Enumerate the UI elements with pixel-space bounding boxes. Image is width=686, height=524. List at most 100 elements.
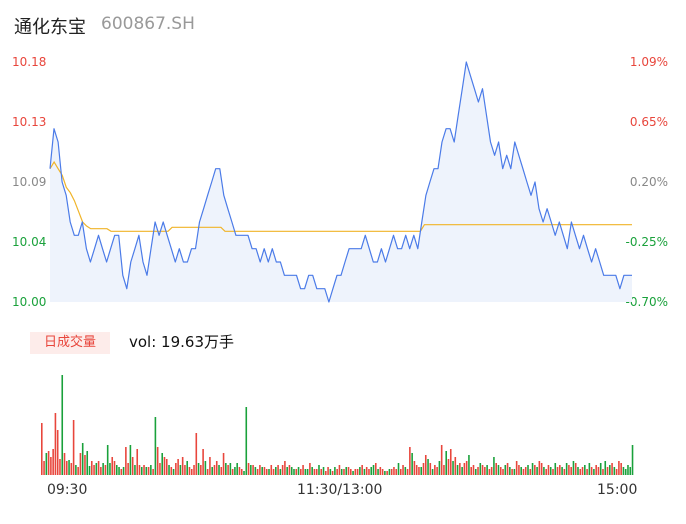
volume-bar (315, 469, 318, 475)
volume-bar (168, 465, 170, 475)
volume-bar (472, 465, 475, 475)
volume-bar (79, 453, 82, 475)
volume-bar (213, 465, 216, 475)
volume-bar (399, 469, 402, 475)
volume-bar (429, 463, 432, 475)
volume-bar (200, 465, 202, 475)
pct-tick-5: -0.70% (625, 295, 668, 309)
volume-bar (606, 467, 609, 475)
pct-tick-3: 0.20% (629, 175, 668, 189)
volume-bar (347, 467, 350, 475)
average-price-line (49, 160, 632, 232)
volume-bar (140, 467, 143, 475)
volume-bar (52, 449, 54, 475)
price-area-fill (50, 62, 632, 302)
volume-bar (97, 461, 100, 475)
volume-bar (161, 453, 164, 475)
volume-bar (270, 465, 273, 475)
volume-bar (115, 465, 118, 475)
volume-bar (172, 469, 175, 475)
volume-bar (590, 467, 593, 475)
volume-bar (386, 471, 388, 475)
volume-bar (279, 469, 282, 475)
volume-bar (284, 461, 286, 475)
volume-bar (331, 471, 334, 475)
volume-bar (424, 455, 427, 475)
volume-bar (511, 469, 513, 475)
volume-bar (286, 467, 288, 475)
volume-bar (297, 467, 300, 475)
volume-bar (518, 465, 520, 475)
volume-bar (620, 463, 622, 475)
volume-bar (615, 469, 618, 475)
volume-bar (179, 465, 182, 475)
volume-bar (490, 467, 493, 475)
volume-bar (222, 453, 225, 475)
daily-volume-tab[interactable]: 日成交量 (30, 332, 110, 354)
volume-bar (631, 445, 634, 475)
volume-bar (497, 465, 500, 475)
volume-bar (556, 467, 559, 475)
volume-bar (545, 469, 547, 475)
volume-bar (245, 407, 248, 475)
volume-bar (622, 467, 625, 475)
volume-bar (481, 465, 484, 475)
volume-bar (361, 465, 363, 475)
volume-bar (302, 465, 304, 475)
volume-bar (261, 467, 263, 475)
volume-bar (577, 467, 579, 475)
volume-bar (325, 471, 327, 475)
volume-bar (136, 449, 139, 475)
volume-bar (454, 457, 457, 475)
volume-bar (181, 457, 184, 475)
volume-bar (359, 467, 361, 475)
volume-bar (93, 465, 95, 475)
volume-bar (534, 465, 536, 475)
volume-bar (265, 469, 268, 475)
volume-bar (336, 469, 338, 475)
volume-bar (586, 469, 588, 475)
volume-bar (618, 461, 620, 475)
volume-bar (143, 465, 145, 475)
volume-bar (409, 447, 411, 475)
volume-bar (104, 465, 107, 475)
volume-bar (240, 469, 243, 475)
volume-bar (220, 467, 223, 475)
volume-bar (77, 467, 79, 475)
volume-bar (468, 455, 470, 475)
volume-bar (509, 467, 511, 475)
volume-bar (102, 463, 104, 475)
volume-bar (156, 447, 159, 475)
volume-bar (313, 469, 316, 475)
volume-bar (134, 465, 136, 475)
volume-bar (604, 461, 607, 475)
volume-bar (524, 467, 527, 475)
volume-bar (197, 463, 200, 475)
volume-bar (47, 451, 50, 475)
volume-bar (281, 465, 284, 475)
volume-bar (231, 469, 234, 475)
volume-bar (411, 453, 413, 475)
volume-bar (415, 465, 418, 475)
volume-bar (215, 461, 218, 475)
volume-bar (329, 469, 332, 475)
volume-bar (59, 459, 61, 475)
x-tick-close: 15:00 (597, 482, 638, 498)
volume-bar (527, 465, 529, 475)
volume-bar (565, 463, 568, 475)
volume-bar (499, 467, 502, 475)
volume-bar (109, 463, 111, 475)
volume-bar (381, 469, 384, 475)
volume-bar (322, 467, 325, 475)
volume-bar (259, 465, 261, 475)
volume-bar (479, 463, 482, 475)
volume-bar (61, 375, 64, 475)
volume-bar (190, 469, 193, 475)
volume-bar (272, 469, 275, 475)
volume-bar (547, 465, 550, 475)
pct-tick-4: -0.25% (625, 235, 668, 249)
volume-bar (238, 467, 241, 475)
volume-bar (256, 469, 259, 475)
volume-bar (554, 463, 557, 475)
